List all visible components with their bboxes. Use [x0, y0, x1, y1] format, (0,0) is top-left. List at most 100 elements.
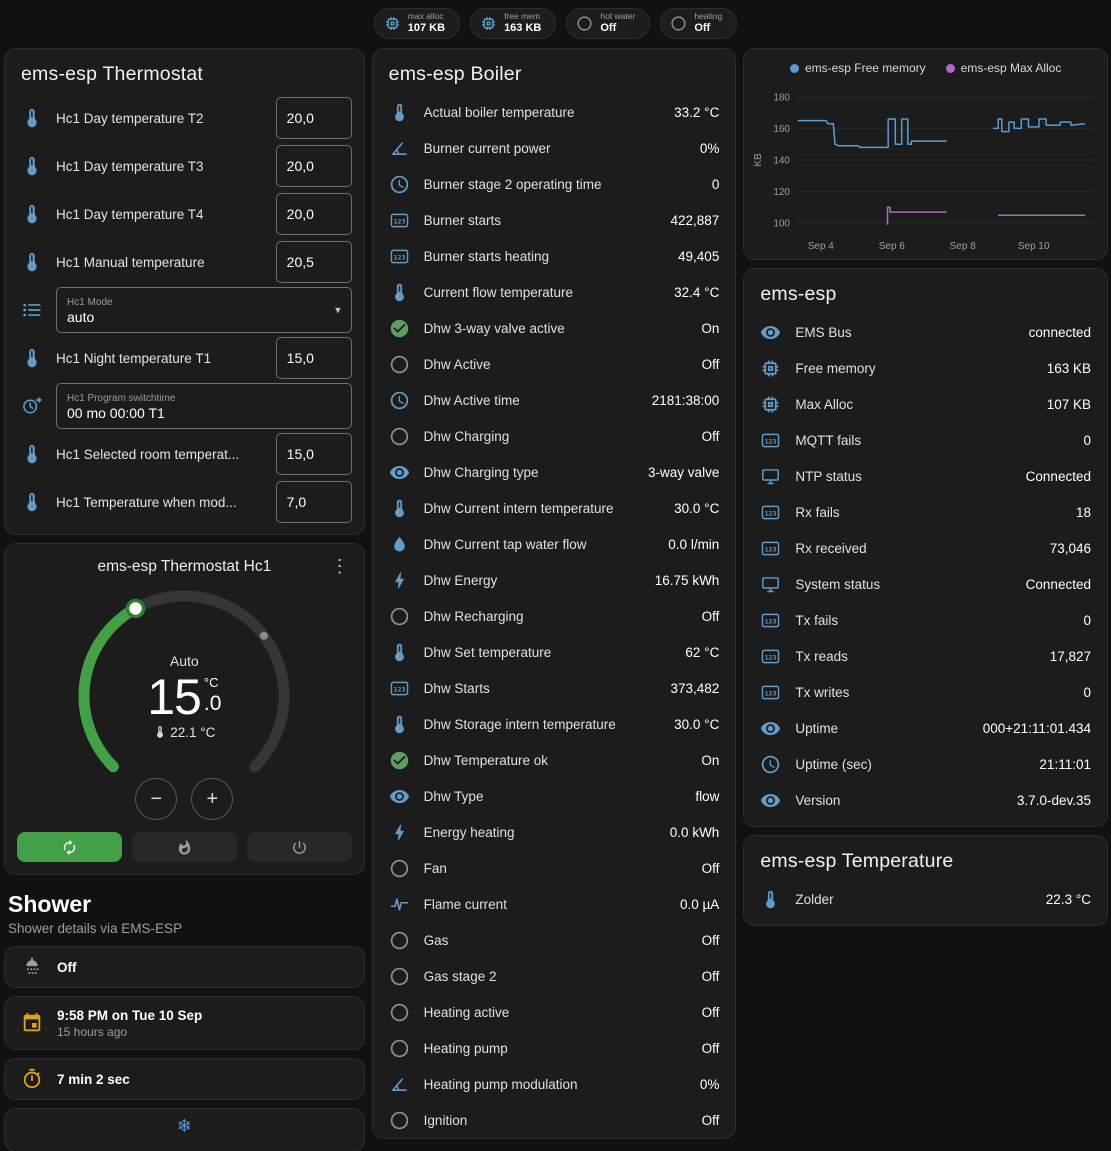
shower-card[interactable]: Off: [4, 946, 365, 988]
svg-text:160: 160: [774, 124, 791, 135]
sensor-row[interactable]: Ignition Off: [373, 1102, 736, 1138]
sensor-row[interactable]: 123 Burner starts heating 49,405: [373, 238, 736, 274]
sensor-row[interactable]: Dhw Charging Off: [373, 418, 736, 454]
sensor-row[interactable]: Current flow temperature 32.4 °C: [373, 274, 736, 310]
legend-label: ems-esp Free memory: [804, 61, 926, 75]
text-input[interactable]: Hc1 Program switchtime 00 mo 00:00 T1: [56, 383, 352, 429]
sensor-row[interactable]: Heating pump modulation 0%: [373, 1066, 736, 1102]
sensor-row[interactable]: Dhw Current tap water flow 0.0 l/min: [373, 526, 736, 562]
sensor-row[interactable]: Free memory 163 KB: [744, 350, 1107, 386]
sensor-row[interactable]: Dhw Storage intern temperature 30.0 °C: [373, 706, 736, 742]
sensor-row[interactable]: Energy heating 0.0 kWh: [373, 814, 736, 850]
shower-card[interactable]: 7 min 2 sec: [4, 1058, 365, 1100]
sensor-row[interactable]: Gas Off: [373, 922, 736, 958]
number-input[interactable]: 20,5: [275, 241, 352, 283]
sensor-row[interactable]: Fan Off: [373, 850, 736, 886]
sensor-label: Version: [795, 792, 841, 808]
sensor-row[interactable]: Dhw Active Off: [373, 346, 736, 382]
status-chip[interactable]: heating Off: [660, 8, 738, 39]
status-chip[interactable]: hot water Off: [566, 8, 651, 39]
sensor-row[interactable]: Dhw Charging type 3-way valve: [373, 454, 736, 490]
sensor-value: 0.0 kWh: [669, 824, 720, 840]
hvac-mode-auto-button[interactable]: [17, 832, 122, 862]
circle-outline-icon: [389, 1110, 410, 1131]
circle-outline-icon: [389, 1038, 410, 1059]
number-input[interactable]: 20,0: [275, 97, 352, 139]
shower-card[interactable]: 9:58 PM on Tue 10 Sep 15 hours ago: [4, 996, 365, 1050]
sensor-row[interactable]: 123 Rx received 73,046: [744, 530, 1107, 566]
sensor-row[interactable]: Flame current 0.0 µA: [373, 886, 736, 922]
number-input[interactable]: 20,0: [275, 145, 352, 187]
shower-section-header: Shower Shower details via EMS-ESP: [4, 883, 365, 938]
more-menu-button[interactable]: ⋮: [330, 556, 349, 576]
sensor-row[interactable]: Heating pump Off: [373, 1030, 736, 1066]
sensor-row[interactable]: 123 MQTT fails 0: [744, 422, 1107, 458]
sensor-label: Gas: [423, 932, 449, 948]
sensor-row[interactable]: 123 Rx fails 18: [744, 494, 1107, 530]
hvac-mode-off-button[interactable]: [246, 832, 352, 862]
sensor-row[interactable]: 123 Dhw Starts 373,482: [373, 670, 736, 706]
temperature-rows: Zolder 22.3 °C: [744, 881, 1107, 925]
history-chart[interactable]: 100 120 140 160 180 Sep 4 Sep 6 Sep 8 Sep 10 KB: [750, 81, 1100, 257]
sensor-row[interactable]: Dhw Current intern temperature 30.0 °C: [373, 490, 736, 526]
fire-icon: [176, 838, 193, 856]
sensor-row[interactable]: Dhw Active time 2181:38:00: [373, 382, 736, 418]
sensor-row[interactable]: 123 Tx writes 0: [744, 674, 1107, 710]
status-chip[interactable]: free mem 163 KB: [470, 8, 557, 39]
thermostat-dial[interactable]: Auto 15 °C .0 22.1 °C: [64, 576, 304, 820]
legend-item[interactable]: ems-esp Max Alloc: [945, 61, 1062, 75]
sensor-row[interactable]: EMS Bus connected: [744, 314, 1107, 350]
sensor-row[interactable]: Zolder 22.3 °C: [744, 881, 1107, 917]
sensor-row[interactable]: Dhw Type flow: [373, 778, 736, 814]
sensor-row[interactable]: 123 Burner starts 422,887: [373, 202, 736, 238]
sensor-row[interactable]: Dhw 3-way valve active On: [373, 310, 736, 346]
dial-handle[interactable]: [126, 598, 146, 619]
entity-label: Hc1 Temperature when mod...: [56, 494, 237, 510]
sensor-row[interactable]: Actual boiler temperature 33.2 °C: [373, 94, 736, 130]
sensor-label: Actual boiler temperature: [423, 104, 575, 120]
number-input[interactable]: 15,0: [275, 337, 352, 379]
hvac-mode-heat-button[interactable]: [131, 832, 237, 862]
hvac-mode-label: Auto: [169, 652, 199, 669]
sensor-row[interactable]: System status Connected: [744, 566, 1107, 602]
sensor-row[interactable]: 123 Tx reads 17,827: [744, 638, 1107, 674]
sensor-row[interactable]: Uptime 000+21:11:01.434: [744, 710, 1107, 746]
sensor-row[interactable]: Burner stage 2 operating time 0: [373, 166, 736, 202]
sensor-row[interactable]: Dhw Temperature ok On: [373, 742, 736, 778]
mode-select[interactable]: Hc1 Mode auto ▾: [56, 287, 352, 333]
field-value: 00 mo 00:00 T1: [67, 404, 165, 421]
temp-increase-button[interactable]: +: [191, 778, 234, 820]
temp-decrease-button[interactable]: −: [135, 778, 178, 820]
sensor-row[interactable]: Burner current power 0%: [373, 130, 736, 166]
sensor-row[interactable]: NTP status Connected: [744, 458, 1107, 494]
frost-card[interactable]: ❄: [4, 1108, 365, 1151]
legend-item[interactable]: ems-esp Free memory: [789, 61, 926, 75]
sensor-value: 107 KB: [1046, 396, 1091, 412]
card-title: ems-esp Thermostat Hc1: [97, 558, 272, 575]
sensor-row[interactable]: Uptime (sec) 21:11:01: [744, 746, 1107, 782]
sensor-row[interactable]: Dhw Set temperature 62 °C: [373, 634, 736, 670]
number-input[interactable]: 15,0: [275, 433, 352, 475]
sensor-label: Dhw Charging: [423, 428, 510, 444]
target-temperature: 15 °C .0: [147, 672, 221, 722]
sensor-row[interactable]: Max Alloc 107 KB: [744, 386, 1107, 422]
number-input[interactable]: 20,0: [275, 193, 352, 235]
sensor-row[interactable]: Dhw Energy 16.75 kWh: [373, 562, 736, 598]
sensor-row[interactable]: 123 Tx fails 0: [744, 602, 1107, 638]
sensor-row[interactable]: Dhw Recharging Off: [373, 598, 736, 634]
memory-icon: [480, 15, 497, 32]
circle-outline-icon: [576, 15, 593, 32]
sensor-value: 0%: [699, 140, 720, 156]
number-input[interactable]: 7,0: [275, 481, 352, 523]
status-chip[interactable]: max alloc 107 KB: [373, 8, 461, 39]
current-temperature: 22.1 °C: [153, 725, 215, 740]
legend-label: ems-esp Max Alloc: [960, 61, 1062, 75]
sensor-value: On: [701, 752, 720, 768]
sensor-row[interactable]: Heating active Off: [373, 994, 736, 1030]
svg-text:100: 100: [774, 219, 791, 230]
sensor-value: On: [701, 320, 720, 336]
sensor-row[interactable]: Gas stage 2 Off: [373, 958, 736, 994]
dial-gauge[interactable]: [64, 576, 304, 816]
sensor-label: NTP status: [795, 468, 862, 484]
sensor-row[interactable]: Version 3.7.0-dev.35: [744, 782, 1107, 818]
